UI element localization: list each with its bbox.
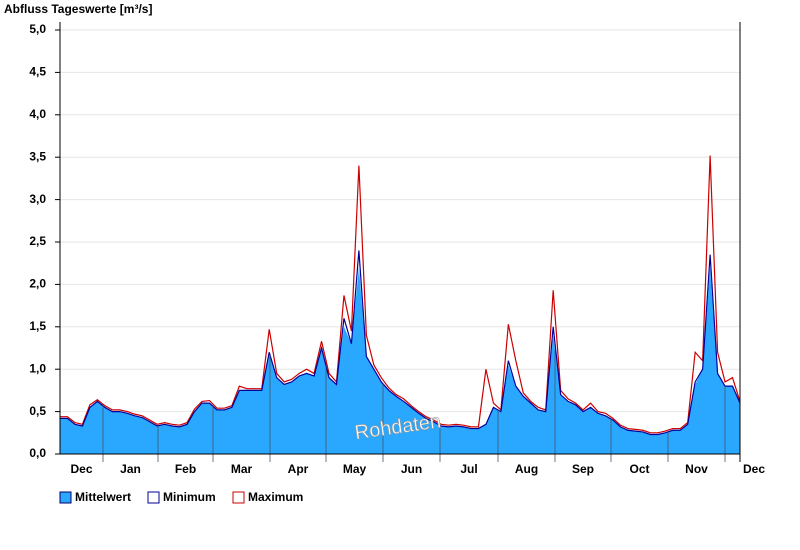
legend-swatch	[232, 491, 245, 504]
legend-swatch	[59, 491, 72, 504]
y-tick-label: 1,0	[29, 361, 46, 375]
y-tick-label: 5,0	[29, 22, 46, 36]
y-tick-label: 3,0	[29, 192, 46, 206]
x-tick-label: Sep	[572, 462, 594, 476]
area	[60, 267, 740, 454]
line	[60, 155, 741, 434]
x-tick-label: Dec	[70, 462, 92, 476]
x-tick-label: May	[343, 462, 367, 476]
y-tick-label: 4,5	[29, 65, 46, 79]
y-tick-label: 3,5	[29, 149, 46, 163]
legend-label: Mittelwert	[75, 490, 131, 504]
x-tick-label: Feb	[175, 462, 196, 476]
y-tick-label: 2,0	[29, 277, 46, 291]
legend-label: Minimum	[163, 490, 216, 504]
x-tick-label: Aug	[515, 462, 538, 476]
chart-title: Abfluss Tageswerte [m³/s]	[4, 2, 152, 16]
y-tick-label: 1,5	[29, 319, 46, 333]
x-tick-label: Jul	[460, 462, 477, 476]
x-tick-label: Apr	[288, 462, 309, 476]
x-tick-label: Jun	[401, 462, 422, 476]
x-tick-label: Oct	[629, 462, 649, 476]
x-tick-label: Dec	[743, 462, 765, 476]
y-tick-label: 0,5	[29, 404, 46, 418]
line	[60, 250, 741, 436]
y-tick-label: 2,5	[29, 234, 46, 248]
x-tick-label: Jan	[120, 462, 141, 476]
y-tick-label: 0,0	[29, 446, 46, 460]
legend-swatch	[147, 491, 160, 504]
x-tick-label: Mar	[231, 462, 253, 476]
legend-label: Maximum	[248, 490, 303, 504]
y-tick-label: 4,0	[29, 107, 46, 121]
x-tick-label: Nov	[685, 462, 708, 476]
